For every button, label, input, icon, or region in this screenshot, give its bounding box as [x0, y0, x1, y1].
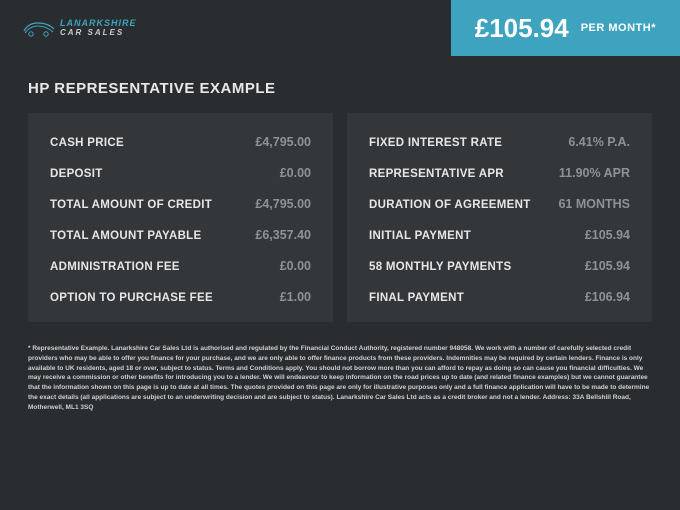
logo-line2: CAR SALES — [60, 29, 137, 38]
row-label: ADMINISTRATION FEE — [50, 261, 180, 273]
data-row: TOTAL AMOUNT OF CREDIT £4,795.00 — [50, 197, 311, 211]
header: LANARKSHIRE CAR SALES £105.94 PER MONTH* — [0, 0, 680, 56]
row-value: £0.00 — [280, 166, 311, 180]
row-label: INITIAL PAYMENT — [369, 230, 471, 242]
row-label: FIXED INTEREST RATE — [369, 137, 502, 149]
data-row: 58 MONTHLY PAYMENTS £105.94 — [369, 259, 630, 273]
data-row: INITIAL PAYMENT £105.94 — [369, 228, 630, 242]
row-label: DURATION OF AGREEMENT — [369, 199, 531, 211]
data-row: DURATION OF AGREEMENT 61 MONTHS — [369, 197, 630, 211]
data-row: DEPOSIT £0.00 — [50, 166, 311, 180]
row-value: £106.94 — [585, 290, 630, 304]
row-value: £105.94 — [585, 259, 630, 273]
data-row: TOTAL AMOUNT PAYABLE £6,357.40 — [50, 228, 311, 242]
row-value: £105.94 — [585, 228, 630, 242]
data-row: CASH PRICE £4,795.00 — [50, 135, 311, 149]
price-banner: £105.94 PER MONTH* — [451, 0, 680, 56]
logo: LANARKSHIRE CAR SALES — [0, 0, 137, 56]
data-row: FIXED INTEREST RATE 6.41% P.A. — [369, 135, 630, 149]
row-label: CASH PRICE — [50, 137, 124, 149]
columns: CASH PRICE £4,795.00 DEPOSIT £0.00 TOTAL AMO… — [0, 113, 680, 322]
row-value: 6.41% P.A. — [568, 135, 630, 149]
data-row: OPTION TO PURCHASE FEE £1.00 — [50, 290, 311, 304]
row-label: OPTION TO PURCHASE FEE — [50, 292, 213, 304]
row-label: REPRESENTATIVE APR — [369, 168, 504, 180]
row-value: 11.90% APR — [559, 166, 630, 180]
row-label: DEPOSIT — [50, 168, 103, 180]
price-period: PER MONTH* — [581, 22, 656, 34]
left-card: CASH PRICE £4,795.00 DEPOSIT £0.00 TOTAL AMO… — [28, 113, 333, 322]
data-row: REPRESENTATIVE APR 11.90% APR — [369, 166, 630, 180]
row-value: £6,357.40 — [255, 228, 311, 242]
right-card: FIXED INTEREST RATE 6.41% P.A. REPRESENTAT… — [347, 113, 652, 322]
row-value: £0.00 — [280, 259, 311, 273]
row-value: £1.00 — [280, 290, 311, 304]
car-icon — [22, 17, 56, 39]
data-row: FINAL PAYMENT £106.94 — [369, 290, 630, 304]
row-label: FINAL PAYMENT — [369, 292, 464, 304]
row-label: 58 MONTHLY PAYMENTS — [369, 261, 511, 273]
row-label: TOTAL AMOUNT PAYABLE — [50, 230, 201, 242]
row-label: TOTAL AMOUNT OF CREDIT — [50, 199, 212, 211]
page-title: HP REPRESENTATIVE EXAMPLE — [0, 56, 680, 113]
price-amount: £105.94 — [475, 13, 569, 44]
row-value: £4,795.00 — [255, 135, 311, 149]
row-value: £4,795.00 — [255, 197, 311, 211]
row-value: 61 MONTHS — [558, 197, 630, 211]
disclaimer: * Representative Example. Lanarkshire Ca… — [0, 322, 680, 412]
data-row: ADMINISTRATION FEE £0.00 — [50, 259, 311, 273]
